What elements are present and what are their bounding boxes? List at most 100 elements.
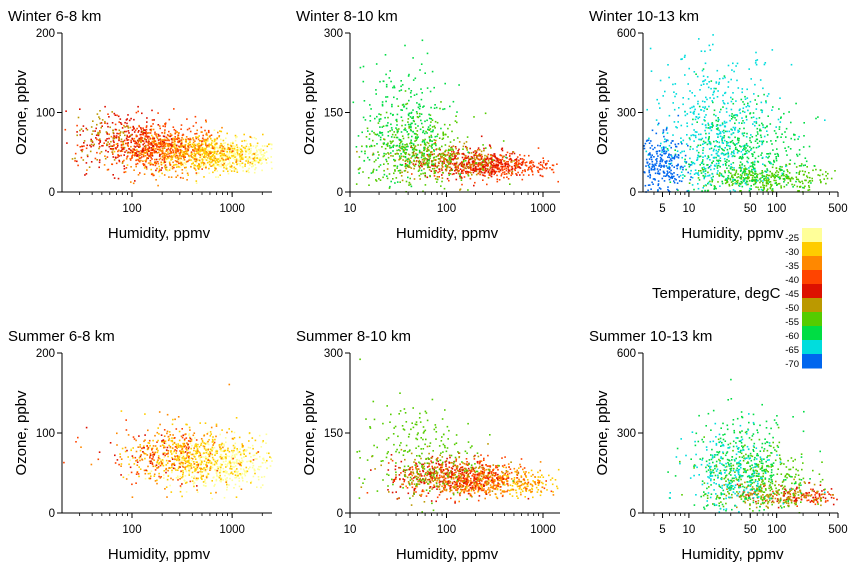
point	[227, 148, 229, 151]
point	[104, 155, 106, 157]
point	[665, 150, 668, 153]
point	[417, 170, 420, 172]
point	[231, 167, 233, 169]
point	[417, 125, 419, 127]
point	[691, 123, 694, 126]
point	[226, 477, 228, 479]
point	[443, 162, 446, 164]
point	[502, 165, 505, 168]
point	[442, 108, 444, 111]
point	[138, 124, 140, 127]
point	[651, 144, 653, 147]
point	[714, 145, 716, 148]
point	[76, 131, 78, 133]
point	[541, 164, 543, 166]
point	[442, 131, 444, 134]
point	[674, 83, 677, 85]
point	[750, 147, 753, 150]
point	[396, 128, 398, 131]
point	[648, 137, 650, 140]
point	[650, 167, 653, 170]
point	[419, 167, 421, 169]
point	[713, 140, 715, 143]
point	[385, 73, 387, 76]
point	[467, 155, 470, 158]
point	[433, 139, 436, 141]
point	[186, 128, 189, 131]
point	[256, 161, 259, 163]
point	[208, 143, 210, 145]
point	[74, 160, 76, 162]
point	[147, 144, 149, 147]
point	[448, 145, 451, 148]
point	[433, 149, 435, 151]
point	[81, 145, 84, 148]
point	[736, 181, 739, 184]
point	[751, 171, 753, 173]
point	[409, 92, 412, 94]
point	[216, 160, 219, 162]
point	[765, 156, 768, 158]
point	[739, 174, 742, 176]
point	[197, 138, 200, 141]
point	[251, 162, 253, 165]
point	[662, 132, 664, 135]
point	[150, 125, 153, 127]
point	[410, 167, 413, 169]
point	[180, 155, 182, 157]
point	[662, 131, 665, 133]
point	[734, 129, 736, 131]
point	[472, 169, 474, 171]
point	[527, 166, 530, 169]
point	[232, 153, 235, 155]
point	[721, 122, 724, 124]
point	[207, 157, 209, 159]
point	[467, 161, 470, 163]
point	[163, 154, 166, 157]
point	[226, 132, 228, 135]
point	[99, 122, 102, 125]
point	[460, 179, 463, 181]
point	[262, 133, 264, 136]
point	[677, 189, 679, 191]
point	[465, 165, 468, 167]
point	[530, 168, 533, 171]
point	[481, 161, 484, 163]
point	[719, 131, 721, 133]
point	[445, 164, 447, 166]
point	[795, 176, 798, 178]
point	[433, 86, 435, 89]
point	[689, 111, 692, 113]
point	[206, 138, 209, 140]
point	[787, 175, 790, 178]
point	[744, 98, 747, 100]
point	[759, 178, 761, 181]
point	[441, 156, 443, 159]
point	[684, 74, 686, 76]
point	[391, 103, 393, 106]
point	[783, 177, 786, 180]
point	[80, 128, 83, 130]
point	[213, 165, 216, 167]
point	[718, 141, 720, 144]
point	[727, 141, 729, 144]
point	[454, 166, 457, 169]
point	[187, 145, 190, 147]
point	[378, 134, 380, 137]
point	[657, 172, 659, 175]
point	[241, 140, 243, 142]
point	[798, 190, 800, 192]
point	[659, 79, 662, 82]
point	[255, 138, 257, 140]
series-minus40	[64, 108, 234, 179]
point	[659, 107, 661, 109]
point	[496, 166, 499, 168]
point	[400, 131, 403, 133]
point	[775, 179, 777, 182]
point	[506, 151, 509, 154]
point	[711, 162, 713, 164]
point	[184, 152, 187, 155]
point	[422, 161, 425, 163]
point	[716, 154, 719, 157]
point	[195, 173, 198, 176]
